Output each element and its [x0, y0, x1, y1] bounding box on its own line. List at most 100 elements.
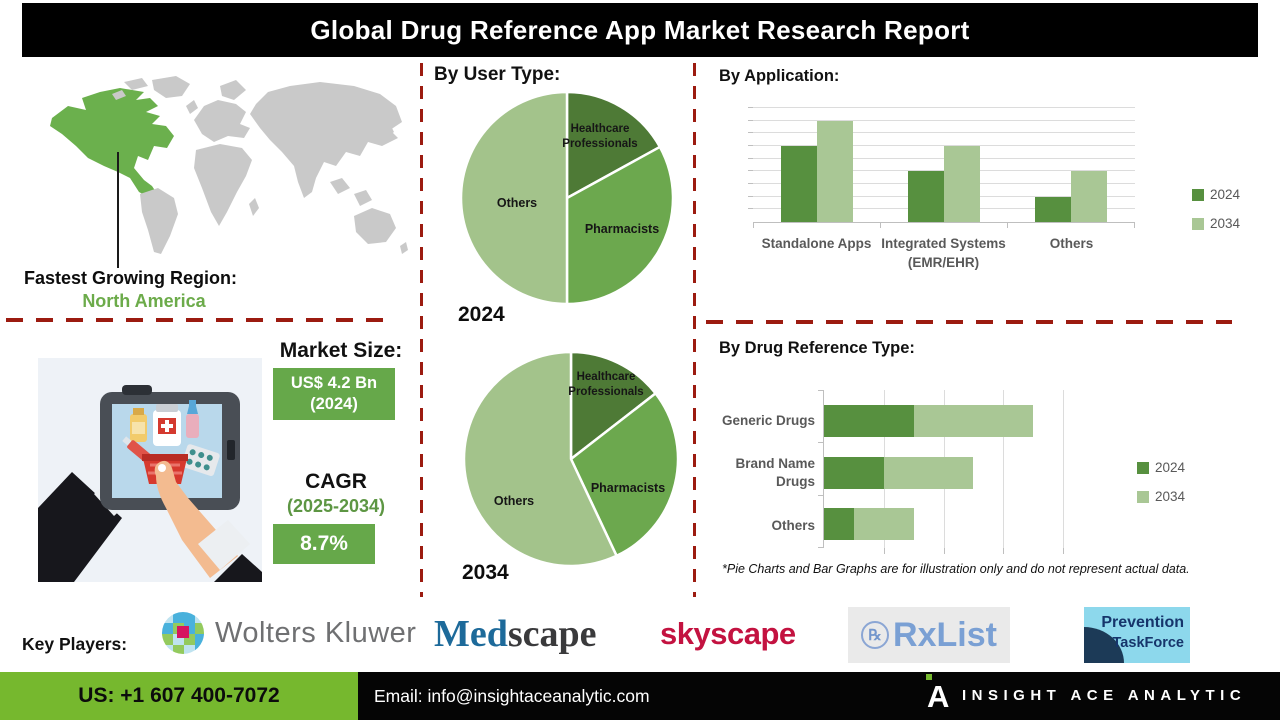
pie-slice-pharmacists: [565, 145, 675, 306]
axis-tick: [818, 390, 824, 391]
axis-tick: [753, 222, 754, 228]
map-pointer-line: [117, 152, 119, 268]
axis-tick: [943, 548, 945, 554]
bar-2024-standalone-apps: [780, 146, 817, 222]
fastest-region-value: North America: [82, 291, 206, 311]
gridline: [1063, 390, 1064, 548]
legend-item-2024: 2024: [1137, 460, 1185, 475]
pie-slice-others: [462, 350, 618, 568]
legend-item-2024: 2024: [1192, 187, 1240, 202]
key-players-label: Key Players:: [22, 634, 128, 654]
prevention-taskforce-line2: TaskForce: [1112, 635, 1184, 651]
drug-type-category-generic: Generic Drugs: [721, 413, 815, 428]
bar-2034-others: [1071, 171, 1108, 222]
bar-row-brand-name-drugs: [824, 457, 1063, 489]
pie-2024-label-others: Others: [496, 196, 538, 210]
pie-chart-user-type-2034: [462, 350, 680, 568]
axis-tick: [818, 547, 824, 548]
drug-type-category-others: Others: [771, 518, 815, 533]
footer-email: Email: info@insightaceanalytic.com: [358, 672, 1280, 720]
legend-swatch-2024: [1192, 188, 1204, 201]
axis-tick: [1003, 548, 1005, 554]
legend-label-2034: 2034: [1155, 489, 1186, 504]
market-size-year: (2024): [310, 395, 358, 413]
bar-segment-2034-generic-drugs: [913, 405, 1034, 437]
legend-label-2034: 2034: [1210, 216, 1241, 231]
axis-tick: [1134, 222, 1135, 228]
pie-2024-label-pharmacists: Pharmacists: [584, 222, 660, 236]
axis-tick: [748, 119, 753, 121]
page-title: Global Drug Reference App Market Researc…: [22, 3, 1258, 57]
bar-2034-standalone-apps: [816, 120, 853, 222]
pie-2034-label-pharmacists: Pharmacists: [590, 481, 666, 495]
application-bar-chart: [748, 107, 1135, 228]
user-type-heading: By User Type:: [434, 64, 561, 85]
gridline: [753, 145, 1135, 147]
axis-tick: [748, 132, 753, 134]
bar-row-generic-drugs: [824, 405, 1063, 437]
insight-ace-logo-letter: A: [927, 679, 950, 714]
logo-wolters-kluwer: Wolters Kluwer: [160, 610, 416, 656]
cagr-value-box: 8.7%: [273, 524, 375, 564]
drug-type-heading: By Drug Reference Type:: [719, 339, 915, 357]
map-other-regions: [112, 76, 408, 254]
axis-tick: [748, 157, 753, 159]
tablet-illustration: [38, 358, 262, 582]
insight-ace-logo-dot: [926, 674, 932, 680]
application-legend: 2024 2034: [1192, 187, 1240, 245]
bar-group-standalone-apps: [753, 108, 880, 222]
wolters-kluwer-icon: [162, 612, 204, 654]
application-category-integrated-systems: Integrated Systems (EMR/EHR): [881, 236, 1006, 270]
bar-segment-2024-others: [824, 508, 854, 540]
drug-type-bar-chart: [818, 390, 1064, 554]
gridline: [753, 107, 1135, 108]
illustration-disclaimer: *Pie Charts and Bar Graphs are for illus…: [722, 562, 1190, 576]
drug-type-category-brand-name: Brand Name Drugs: [735, 456, 815, 489]
legend-swatch-2024: [1137, 461, 1149, 474]
bar-group-others: [1008, 108, 1135, 222]
bar-2034-integrated-systems-emr-ehr: [943, 146, 980, 222]
pie-2034-year-label: 2034: [462, 561, 509, 584]
axis-tick: [748, 208, 753, 210]
legend-label-2024: 2024: [1210, 187, 1241, 202]
axis-tick: [748, 183, 753, 185]
axis-tick: [748, 107, 753, 108]
pie-2034-label-healthcare-professionals: Healthcare Professionals: [568, 371, 644, 398]
bar-segment-2034-others: [853, 508, 914, 540]
divider-right: [706, 320, 1232, 324]
legend-swatch-2034: [1137, 490, 1149, 503]
gridline: [753, 132, 1135, 134]
logo-rxlist: ℞ RxList: [848, 607, 1010, 663]
rxlist-wordmark: RxList: [893, 615, 997, 654]
application-heading: By Application:: [719, 67, 840, 85]
legend-label-2024: 2024: [1155, 460, 1186, 475]
bar-group-integrated-systems-emr-ehr: [880, 108, 1007, 222]
axis-tick: [1007, 222, 1008, 228]
cagr-period: (2025-2034): [286, 496, 386, 516]
market-size-heading: Market Size:: [279, 339, 403, 362]
map-north-america-highlight: [50, 88, 174, 198]
fastest-region-label: Fastest Growing Region:: [24, 268, 238, 288]
pie-slice-healthcare-professionals: [565, 90, 662, 200]
axis-tick: [818, 495, 824, 496]
axis-tick: [1063, 548, 1064, 554]
insight-ace-brand-name: INSIGHT ACE ANALYTIC: [962, 687, 1247, 704]
bar-2024-integrated-systems-emr-ehr: [907, 171, 944, 222]
world-map: [50, 76, 408, 254]
pie-2024-label-healthcare-professionals: Healthcare Professionals: [562, 123, 638, 150]
bar-segment-2024-brand-name-drugs: [824, 457, 884, 489]
rxlist-rx-icon: ℞: [861, 621, 890, 649]
legend-item-2034: 2034: [1192, 216, 1240, 231]
drug-type-legend: 2024 2034: [1137, 460, 1185, 518]
bar-row-others: [824, 508, 1063, 540]
divider-vertical-right: [693, 63, 696, 597]
gridline: [753, 119, 1135, 121]
footer-phone: US: +1 607 400-7072: [0, 672, 358, 720]
axis-tick: [818, 442, 824, 443]
logo-medscape: Medscape: [434, 612, 597, 656]
medscape-wordmark-scape: scape: [507, 613, 597, 655]
insight-ace-logo-icon: A: [925, 674, 955, 718]
divider-left: [6, 318, 396, 322]
legend-swatch-2034: [1192, 217, 1204, 230]
